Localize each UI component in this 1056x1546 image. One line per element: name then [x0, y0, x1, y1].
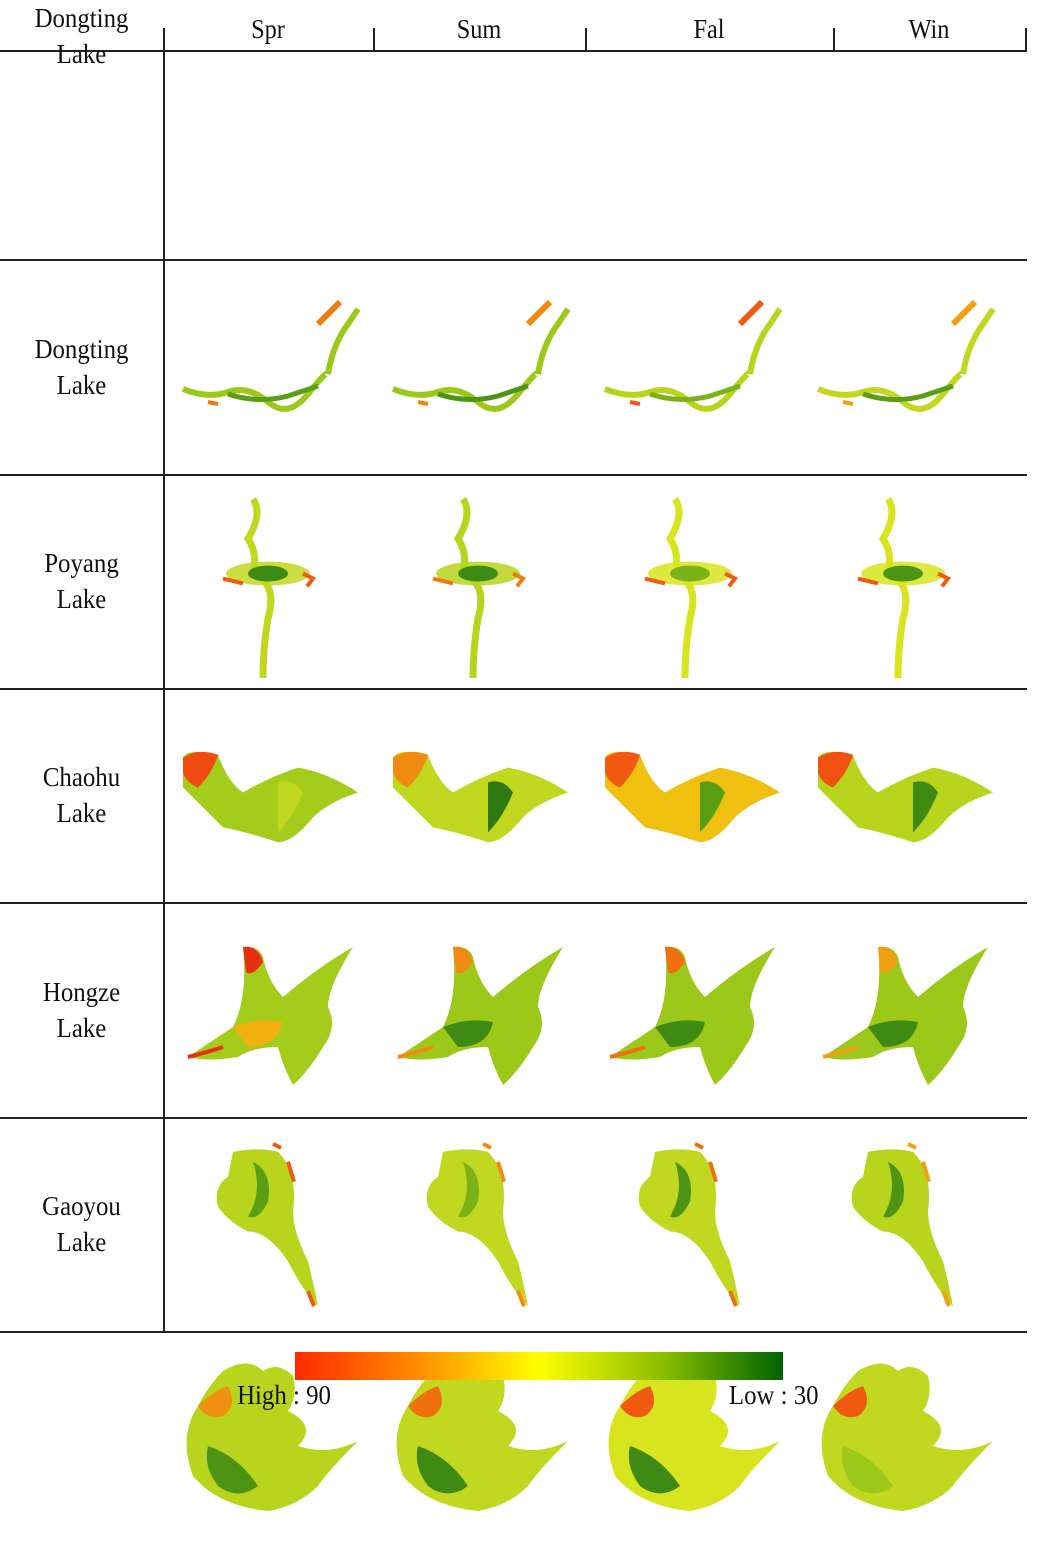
row-rule [0, 688, 1027, 690]
legend-high-label: High : 90 [237, 1380, 331, 1410]
map-boomerang-win [803, 693, 1008, 897]
lake-map [816, 299, 996, 412]
lake-map [183, 751, 358, 843]
column-header-sum: Sum [456, 14, 502, 44]
row-label: Gaoyou Lake [7, 1188, 157, 1260]
row-label-line2: Lake [56, 1227, 107, 1257]
header-divider [1025, 28, 1027, 50]
header-divider [833, 28, 835, 50]
lake-map [822, 946, 988, 1085]
map-river-fal [590, 264, 795, 469]
map-star-win [803, 907, 1008, 1112]
row-label-line1: Poyang [44, 548, 119, 578]
column-header-spr: Spr [251, 14, 285, 44]
lake-map [216, 1142, 318, 1307]
lake-map [821, 1363, 993, 1511]
lake-map [644, 496, 739, 679]
row-rule [0, 259, 1027, 261]
color-scale-bar [295, 1352, 783, 1380]
map-branch-spr [168, 479, 373, 683]
map-star-sum [378, 907, 583, 1112]
lake-map [638, 1142, 740, 1307]
row-label: Dongting Lake [7, 0, 157, 72]
row-label: Chaohu Lake [7, 759, 157, 831]
lake-map [391, 299, 571, 412]
lake-map [603, 299, 783, 412]
row-label: Dongting Lake [7, 331, 157, 403]
map-river-win [803, 264, 1008, 469]
row-label-line1: Chaohu [42, 762, 121, 792]
map-boomerang-spr [168, 693, 373, 897]
row-label-line2: Lake [56, 584, 107, 614]
map-vertical-sum [378, 1122, 583, 1326]
row-rule [0, 1331, 1027, 1333]
map-star-spr [168, 907, 373, 1112]
lake-map [393, 751, 568, 843]
row-label-line2: Lake [56, 39, 107, 69]
lake-map [222, 496, 317, 679]
row-label-line1: Dongting [34, 333, 129, 364]
lake-map [397, 946, 563, 1085]
lake-map [609, 946, 775, 1085]
column-header-win: Win [908, 14, 950, 44]
lake-map [605, 751, 780, 843]
column-header-fal: Fal [693, 14, 725, 44]
row-label-line1: Dongting [34, 3, 129, 33]
map-boomerang-fal [590, 693, 795, 897]
map-river-sum [378, 264, 583, 469]
lake-map [818, 751, 993, 843]
lake-map [181, 299, 361, 412]
lake-map [432, 496, 527, 679]
map-round-win [803, 1336, 1008, 1546]
lake-map [187, 946, 353, 1085]
map-boomerang-sum [378, 693, 583, 897]
row-label: Hongze Lake [7, 974, 157, 1046]
legend-low-label: Low : 30 [728, 1380, 819, 1410]
map-star-fal [590, 907, 795, 1112]
row-label-line2: Lake [56, 798, 107, 828]
map-branch-fal [590, 479, 795, 683]
header-divider [585, 28, 587, 50]
header-rule [0, 50, 1027, 52]
header-divider [373, 28, 375, 50]
map-branch-sum [378, 479, 583, 683]
map-branch-win [803, 479, 1008, 683]
lake-map [851, 1142, 953, 1307]
map-vertical-fal [590, 1122, 795, 1326]
row-label: Poyang Lake [7, 545, 157, 617]
row-rule [0, 474, 1027, 476]
row-rule [0, 902, 1027, 904]
row-label-line2: Lake [56, 1012, 107, 1043]
row-label-line1: Hongze [42, 976, 121, 1007]
map-vertical-win [803, 1122, 1008, 1326]
map-river-spr [168, 264, 373, 469]
header-divider [163, 28, 165, 1331]
row-label-line1: Gaoyou [42, 1191, 121, 1221]
row-label-line2: Lake [56, 369, 107, 400]
lake-map [426, 1142, 528, 1307]
row-rule [0, 1117, 1027, 1119]
lake-map [857, 496, 952, 679]
map-vertical-spr [168, 1122, 373, 1326]
